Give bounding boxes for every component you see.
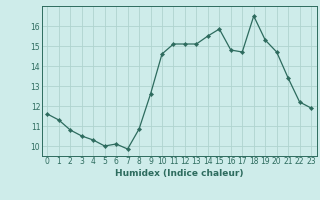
- X-axis label: Humidex (Indice chaleur): Humidex (Indice chaleur): [115, 169, 244, 178]
